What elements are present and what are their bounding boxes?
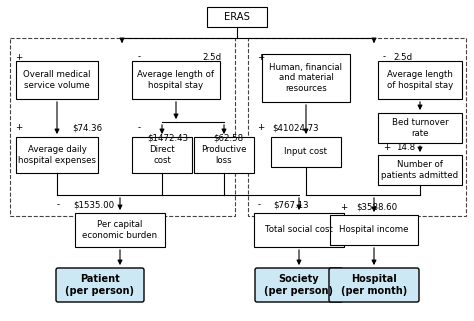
Text: 14.8: 14.8 <box>396 143 415 152</box>
Text: Hospital
(per month): Hospital (per month) <box>341 274 407 296</box>
Text: -: - <box>138 124 141 133</box>
Text: -: - <box>383 53 386 62</box>
Bar <box>16 137 98 173</box>
Text: -: - <box>57 201 60 210</box>
Text: Human, financial
and material
resources: Human, financial and material resources <box>270 63 343 93</box>
Bar <box>378 113 462 143</box>
Text: $1472.43: $1472.43 <box>147 134 188 143</box>
FancyBboxPatch shape <box>329 268 419 302</box>
Text: Number of
patients admitted: Number of patients admitted <box>382 160 458 180</box>
FancyBboxPatch shape <box>56 268 144 302</box>
Bar <box>207 7 267 27</box>
Text: $767.13: $767.13 <box>273 201 309 210</box>
Text: Bed turnover
rate: Bed turnover rate <box>392 118 448 138</box>
Bar <box>254 213 344 247</box>
Bar <box>248 38 466 216</box>
Text: Per capital
economic burden: Per capital economic burden <box>82 220 157 240</box>
Bar <box>378 61 462 99</box>
Text: Total social cost: Total social cost <box>265 225 333 235</box>
Text: +: + <box>257 53 264 62</box>
Text: ERAS: ERAS <box>224 12 250 22</box>
Text: +: + <box>15 53 22 62</box>
Text: 2.5d: 2.5d <box>202 53 221 62</box>
Bar <box>132 61 220 99</box>
Text: Input cost: Input cost <box>284 148 328 157</box>
Text: Hospital income: Hospital income <box>339 225 409 235</box>
Text: Direct
cost: Direct cost <box>149 145 175 165</box>
Text: $74.36: $74.36 <box>72 124 102 133</box>
Text: $62.58: $62.58 <box>213 134 243 143</box>
Text: Productive
loss: Productive loss <box>201 145 247 165</box>
Bar <box>10 38 235 216</box>
Bar <box>16 61 98 99</box>
Text: Overall medical
service volume: Overall medical service volume <box>23 70 91 90</box>
Bar <box>262 54 350 102</box>
Text: $41024.73: $41024.73 <box>272 124 319 133</box>
Bar <box>271 137 341 167</box>
FancyBboxPatch shape <box>255 268 343 302</box>
Bar <box>194 137 254 173</box>
Text: Average length
of hospital stay: Average length of hospital stay <box>387 70 453 90</box>
Bar <box>378 155 462 185</box>
Bar <box>75 213 165 247</box>
Bar <box>330 215 418 245</box>
Bar <box>132 137 192 173</box>
Text: 2.5d: 2.5d <box>393 53 412 62</box>
Text: +: + <box>15 124 22 133</box>
Text: Patient
(per person): Patient (per person) <box>65 274 135 296</box>
Text: $3588.60: $3588.60 <box>356 203 397 212</box>
Text: $1535.00: $1535.00 <box>73 201 114 210</box>
Text: Society
(per person): Society (per person) <box>264 274 334 296</box>
Text: -: - <box>258 201 261 210</box>
Text: +: + <box>257 124 264 133</box>
Text: Average daily
hospital expenses: Average daily hospital expenses <box>18 145 96 165</box>
Text: +: + <box>340 203 347 212</box>
Text: +: + <box>383 143 390 152</box>
Text: -: - <box>138 53 141 62</box>
Text: Average length of
hospital stay: Average length of hospital stay <box>137 70 215 90</box>
